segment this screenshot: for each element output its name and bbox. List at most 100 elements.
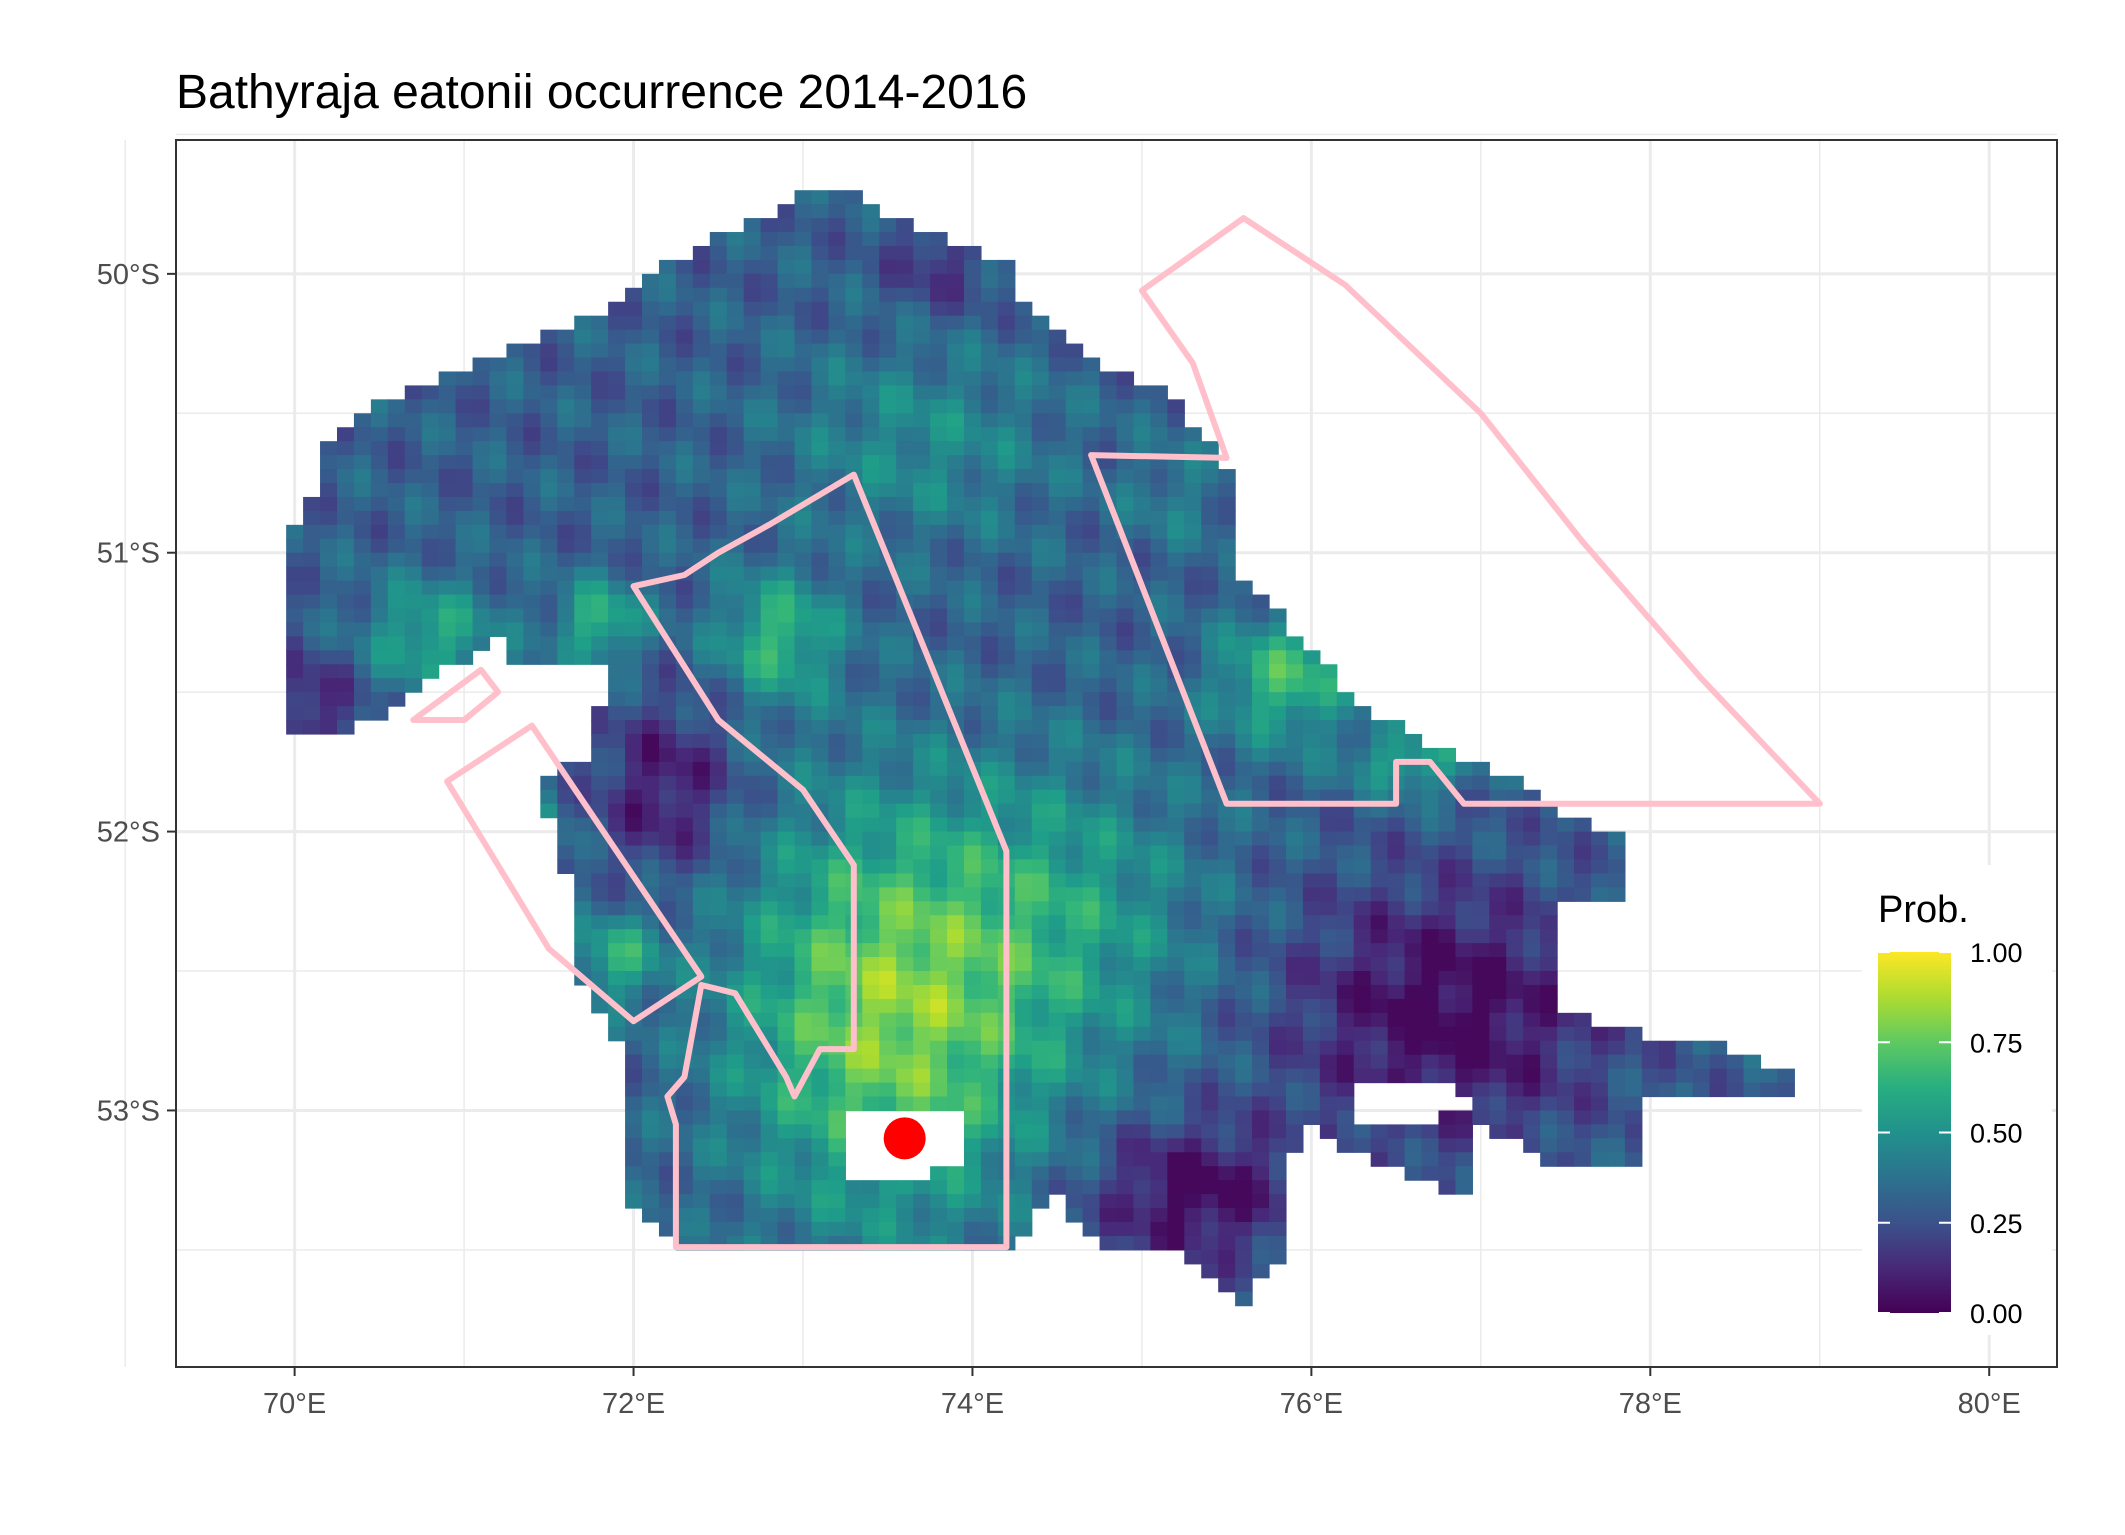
raster-cell	[862, 245, 880, 261]
raster-cell	[1031, 343, 1050, 359]
raster-cell	[370, 552, 389, 568]
raster-cell	[726, 1166, 745, 1181]
raster-cell	[726, 873, 745, 888]
raster-cell	[794, 371, 813, 386]
raster-cell	[1319, 789, 1338, 805]
raster-cell	[879, 1180, 897, 1195]
raster-cell	[1235, 998, 1253, 1014]
raster-cell	[1319, 775, 1338, 791]
raster-cell	[828, 301, 846, 317]
raster-cell	[1218, 692, 1236, 707]
raster-cell	[336, 510, 355, 526]
raster-cell	[1218, 1026, 1236, 1042]
raster-cell	[1014, 441, 1033, 456]
raster-cell	[760, 1068, 779, 1084]
raster-cell	[980, 287, 999, 303]
raster-cell	[1133, 413, 1151, 428]
raster-cell	[591, 496, 609, 512]
raster-cell	[726, 901, 745, 916]
raster-cell	[845, 413, 863, 428]
raster-cell	[743, 622, 762, 637]
raster-cell	[1167, 817, 1185, 833]
raster-cell	[574, 496, 592, 512]
raster-cell	[1116, 1026, 1135, 1042]
raster-cell	[625, 901, 643, 916]
raster-cell	[1472, 1082, 1490, 1098]
raster-cell	[760, 427, 779, 442]
raster-cell	[387, 622, 406, 637]
raster-cell	[930, 887, 948, 902]
raster-cell	[794, 971, 813, 986]
raster-cell	[913, 915, 931, 930]
raster-cell	[1387, 929, 1406, 944]
raster-cell	[1201, 1221, 1219, 1237]
raster-cell	[811, 273, 830, 289]
raster-cell	[726, 329, 745, 345]
raster-cell	[1523, 817, 1541, 833]
raster-cell	[760, 901, 779, 916]
raster-cell	[523, 371, 541, 386]
raster-cell	[760, 287, 779, 303]
raster-cell	[947, 1208, 965, 1223]
raster-cell	[1065, 733, 1084, 749]
raster-cell	[1218, 831, 1236, 847]
raster-cell	[760, 650, 779, 665]
raster-cell	[1201, 441, 1219, 456]
raster-cell	[1489, 803, 1507, 819]
raster-cell	[930, 1068, 948, 1084]
raster-cell	[472, 483, 491, 498]
raster-cell	[1523, 943, 1541, 958]
raster-cell	[845, 427, 863, 442]
raster-cell	[947, 483, 965, 498]
raster-cell	[1726, 1082, 1745, 1098]
raster-cell	[997, 469, 1016, 484]
raster-cell	[1184, 650, 1202, 665]
raster-cell	[455, 427, 474, 442]
raster-cell	[1269, 887, 1287, 902]
raster-cell	[489, 469, 508, 484]
raster-cell	[303, 594, 321, 610]
raster-cell	[1048, 803, 1067, 819]
raster-cell	[1014, 998, 1033, 1014]
raster-cell	[1116, 413, 1135, 428]
raster-cell	[692, 887, 711, 902]
raster-cell	[1404, 1124, 1423, 1139]
raster-cell	[574, 399, 592, 414]
raster-cell	[1607, 1040, 1626, 1056]
raster-cell	[489, 594, 508, 610]
raster-cell	[1269, 915, 1287, 930]
raster-cell	[963, 915, 982, 930]
raster-cell	[1540, 1124, 1558, 1139]
raster-cell	[1438, 1138, 1457, 1153]
raster-cell	[1099, 650, 1118, 665]
raster-cell	[303, 636, 321, 651]
raster-cell	[1133, 399, 1151, 414]
raster-cell	[489, 357, 508, 373]
raster-cell	[387, 496, 406, 512]
raster-cell	[625, 929, 643, 944]
raster-cell	[862, 259, 880, 275]
raster-cell	[1218, 594, 1236, 610]
raster-cell	[1099, 1221, 1118, 1237]
raster-cell	[506, 566, 524, 582]
raster-cell	[1065, 594, 1084, 610]
raster-cell	[1455, 803, 1473, 819]
raster-cell	[980, 301, 999, 317]
raster-cell	[1506, 901, 1524, 916]
raster-cell	[1269, 929, 1287, 944]
raster-cell	[963, 943, 982, 958]
raster-cell	[862, 469, 880, 484]
raster-cell	[1489, 1012, 1507, 1028]
raster-cell	[1336, 706, 1355, 721]
raster-cell	[709, 232, 728, 247]
raster-cell	[896, 1082, 914, 1098]
raster-cell	[1184, 984, 1202, 1000]
raster-cell	[1167, 636, 1185, 651]
raster-cell	[1387, 720, 1406, 735]
raster-cell	[608, 566, 626, 582]
raster-cell	[811, 608, 830, 624]
raster-cell	[574, 538, 592, 554]
raster-cell	[336, 566, 355, 582]
raster-cell	[980, 747, 999, 763]
raster-cell	[1370, 761, 1389, 777]
